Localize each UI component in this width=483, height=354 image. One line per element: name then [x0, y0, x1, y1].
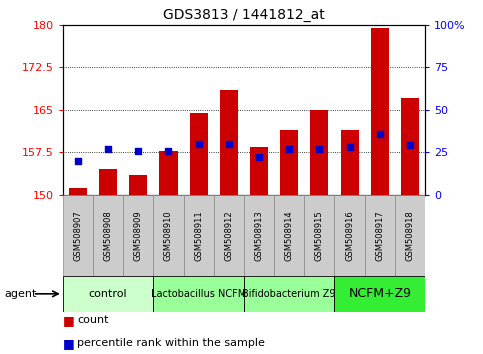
- Text: GSM508918: GSM508918: [405, 210, 414, 261]
- Point: [225, 141, 233, 147]
- Bar: [159, 150, 178, 195]
- Bar: [213, 195, 244, 276]
- Bar: [129, 175, 147, 195]
- Bar: [304, 195, 334, 276]
- Text: GSM508913: GSM508913: [255, 210, 264, 261]
- Text: GSM508916: GSM508916: [345, 210, 354, 261]
- Text: ■: ■: [63, 314, 74, 327]
- Title: GDS3813 / 1441812_at: GDS3813 / 1441812_at: [163, 8, 325, 22]
- Text: control: control: [89, 289, 128, 299]
- Point: [255, 154, 263, 160]
- Bar: [189, 113, 208, 195]
- Bar: [63, 276, 154, 312]
- Point: [346, 144, 354, 150]
- Bar: [244, 195, 274, 276]
- Bar: [395, 195, 425, 276]
- Bar: [63, 195, 93, 276]
- Bar: [154, 276, 244, 312]
- Bar: [280, 130, 298, 195]
- Bar: [154, 195, 184, 276]
- Text: GSM508912: GSM508912: [224, 210, 233, 261]
- Bar: [184, 195, 213, 276]
- Text: percentile rank within the sample: percentile rank within the sample: [77, 338, 265, 348]
- Point: [406, 143, 414, 148]
- Point: [195, 141, 202, 147]
- Bar: [220, 90, 238, 195]
- Point: [104, 146, 112, 152]
- Text: GSM508911: GSM508911: [194, 210, 203, 261]
- Text: Lactobacillus NCFM: Lactobacillus NCFM: [151, 289, 246, 299]
- Point: [285, 146, 293, 152]
- Text: GSM508917: GSM508917: [375, 210, 384, 261]
- Text: GSM508908: GSM508908: [103, 210, 113, 261]
- Point: [315, 146, 323, 152]
- Text: count: count: [77, 315, 109, 325]
- Text: GSM508907: GSM508907: [73, 210, 83, 261]
- Bar: [401, 98, 419, 195]
- Bar: [69, 188, 87, 195]
- Point: [165, 148, 172, 153]
- Bar: [250, 147, 268, 195]
- Bar: [93, 195, 123, 276]
- Point: [376, 131, 384, 136]
- Text: GSM508909: GSM508909: [134, 210, 143, 261]
- Text: GSM508914: GSM508914: [284, 210, 294, 261]
- Bar: [311, 110, 328, 195]
- Bar: [99, 169, 117, 195]
- Bar: [123, 195, 154, 276]
- Text: agent: agent: [5, 289, 37, 299]
- Bar: [274, 195, 304, 276]
- Bar: [371, 28, 389, 195]
- Bar: [334, 195, 365, 276]
- Text: Bifidobacterium Z9: Bifidobacterium Z9: [242, 289, 336, 299]
- Bar: [341, 130, 358, 195]
- Text: ■: ■: [63, 337, 74, 350]
- Text: GSM508910: GSM508910: [164, 210, 173, 261]
- Point: [74, 158, 82, 164]
- Bar: [334, 276, 425, 312]
- Point: [134, 148, 142, 153]
- Text: NCFM+Z9: NCFM+Z9: [348, 287, 411, 300]
- Bar: [365, 195, 395, 276]
- Text: GSM508915: GSM508915: [315, 210, 324, 261]
- Bar: [244, 276, 334, 312]
